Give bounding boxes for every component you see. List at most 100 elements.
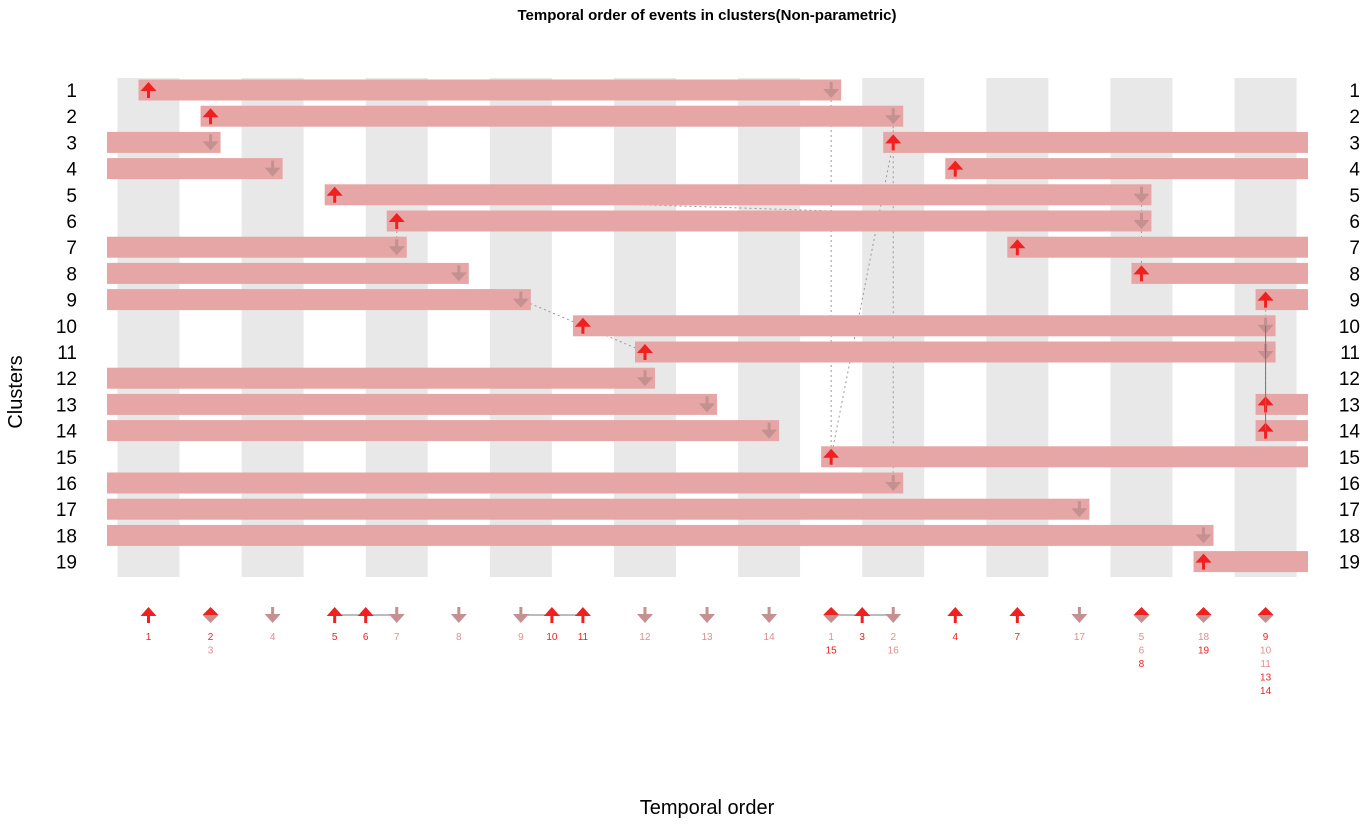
tick-right-10: 10 [1339, 317, 1360, 338]
tick-right-18: 18 [1339, 526, 1360, 547]
bar-cluster-2 [200, 105, 904, 127]
bottom-down-marker-12 [699, 607, 716, 623]
bottom-up-marker-18 [1009, 607, 1026, 623]
down-marker-cluster-17 [1071, 501, 1088, 518]
up-marker-cluster-9 [1257, 291, 1274, 308]
tick-right-4: 4 [1349, 160, 1360, 181]
up-marker-cluster-8 [1133, 265, 1150, 282]
bar-cluster-7-2 [1007, 236, 1308, 258]
tick-left-16: 16 [56, 474, 77, 495]
tick-right-17: 17 [1339, 500, 1360, 521]
bottom-label-6-3: 11 [578, 632, 589, 643]
bottom-label-6-2: 10 [546, 632, 558, 643]
tick-left-1: 1 [66, 81, 77, 102]
bottom-down-marker-3 [264, 607, 281, 623]
bottom-label-8-1: 13 [701, 632, 713, 643]
bottom-label-15-2: 19 [1198, 646, 1210, 657]
up-marker-cluster-10 [574, 317, 591, 334]
tick-left-6: 6 [66, 212, 77, 233]
bar-cluster-16 [107, 472, 904, 494]
bottom-both-lower-2 [202, 615, 219, 623]
bottom-down-marker-8 [512, 607, 529, 623]
bar-cluster-10 [572, 315, 1276, 337]
bottom-both-lower-14 [823, 615, 840, 623]
bar-cluster-13-2 [1255, 393, 1308, 415]
tick-right-14: 14 [1339, 422, 1361, 443]
down-marker-cluster-3 [202, 134, 219, 151]
up-marker-cluster-2 [202, 108, 219, 125]
down-marker-cluster-5 [1133, 186, 1150, 203]
down-marker-cluster-16 [885, 475, 902, 491]
chart-title: Temporal order of events in clusters(Non… [518, 7, 897, 24]
bottom-label-14-1: 5 [1139, 632, 1145, 643]
bottom-label-4-1: 5 [332, 632, 338, 643]
down-marker-cluster-4 [264, 160, 281, 177]
tick-left-19: 19 [56, 553, 77, 574]
tick-right-1: 1 [1349, 81, 1360, 102]
bar-cluster-5 [324, 184, 1152, 206]
down-marker-cluster-18 [1195, 527, 1212, 544]
bottom-both-lower-20 [1133, 615, 1150, 623]
tick-left-14: 14 [56, 422, 78, 443]
bottom-both-upper-2 [202, 607, 219, 615]
bottom-both-upper-21 [1195, 607, 1212, 615]
bar-cluster-4-1 [107, 158, 283, 180]
tick-left-12: 12 [56, 369, 77, 390]
tick-left-5: 5 [66, 186, 77, 207]
down-marker-cluster-1 [823, 82, 840, 98]
bottom-label-7-1: 12 [639, 632, 651, 643]
bar-cluster-6 [386, 210, 1152, 232]
bottom-up-marker-17 [947, 607, 964, 623]
y-axis-title: Clusters [5, 355, 27, 428]
bar-cluster-11 [634, 341, 1276, 363]
bottom-up-marker-1 [140, 607, 157, 623]
tick-left-8: 8 [66, 264, 77, 285]
down-marker-cluster-9 [512, 291, 529, 308]
tick-left-15: 15 [56, 448, 77, 469]
tick-left-7: 7 [66, 238, 77, 259]
tick-right-13: 13 [1339, 395, 1360, 416]
bar-cluster-9-1 [107, 289, 531, 311]
tick-left-3: 3 [66, 133, 77, 154]
bar-cluster-4-2 [945, 158, 1308, 180]
bottom-label-13-1: 17 [1074, 632, 1086, 643]
bottom-both-lower-22 [1257, 615, 1274, 623]
bottom-both-lower-21 [1195, 615, 1212, 623]
bottom-down-marker-13 [761, 607, 778, 623]
connector-3 [520, 299, 584, 327]
bottom-label-1-1: 1 [146, 632, 152, 643]
tick-right-12: 12 [1339, 369, 1360, 390]
bottom-label-10-1: 1 [828, 632, 834, 643]
bottom-label-4-2: 6 [363, 632, 369, 643]
bottom-label-10-2: 15 [826, 646, 838, 657]
bar-cluster-1 [138, 79, 842, 101]
bottom-label-14-3: 8 [1139, 659, 1145, 670]
bar-cluster-17 [107, 498, 1090, 520]
up-marker-cluster-15 [823, 448, 840, 465]
bottom-label-10-5: 16 [888, 646, 900, 657]
tick-right-11: 11 [1340, 343, 1360, 364]
bottom-label-6-1: 9 [518, 632, 524, 643]
bar-cluster-13-1 [107, 393, 718, 415]
bottom-down-marker-6 [388, 607, 405, 623]
bottom-down-marker-7 [450, 607, 467, 623]
bar-cluster-3-1 [107, 131, 221, 153]
down-marker-cluster-8 [450, 265, 467, 282]
bottom-label-10-4: 2 [890, 632, 896, 643]
up-marker-cluster-19 [1195, 553, 1212, 570]
bottom-label-2-1: 2 [208, 632, 214, 643]
bottom-label-11-1: 4 [952, 632, 958, 643]
bottom-label-12-1: 7 [1015, 632, 1021, 643]
bottom-up-marker-4 [326, 607, 343, 623]
band-7 [489, 78, 552, 577]
down-marker-cluster-13 [699, 396, 716, 413]
tick-right-6: 6 [1349, 212, 1360, 233]
bottom-label-4-3: 7 [394, 632, 400, 643]
bottom-down-marker-19 [1071, 607, 1088, 623]
bottom-up-marker-9 [543, 607, 560, 623]
down-marker-cluster-12 [636, 370, 653, 387]
up-marker-cluster-3 [885, 134, 902, 151]
bar-cluster-8-2 [1131, 262, 1308, 284]
